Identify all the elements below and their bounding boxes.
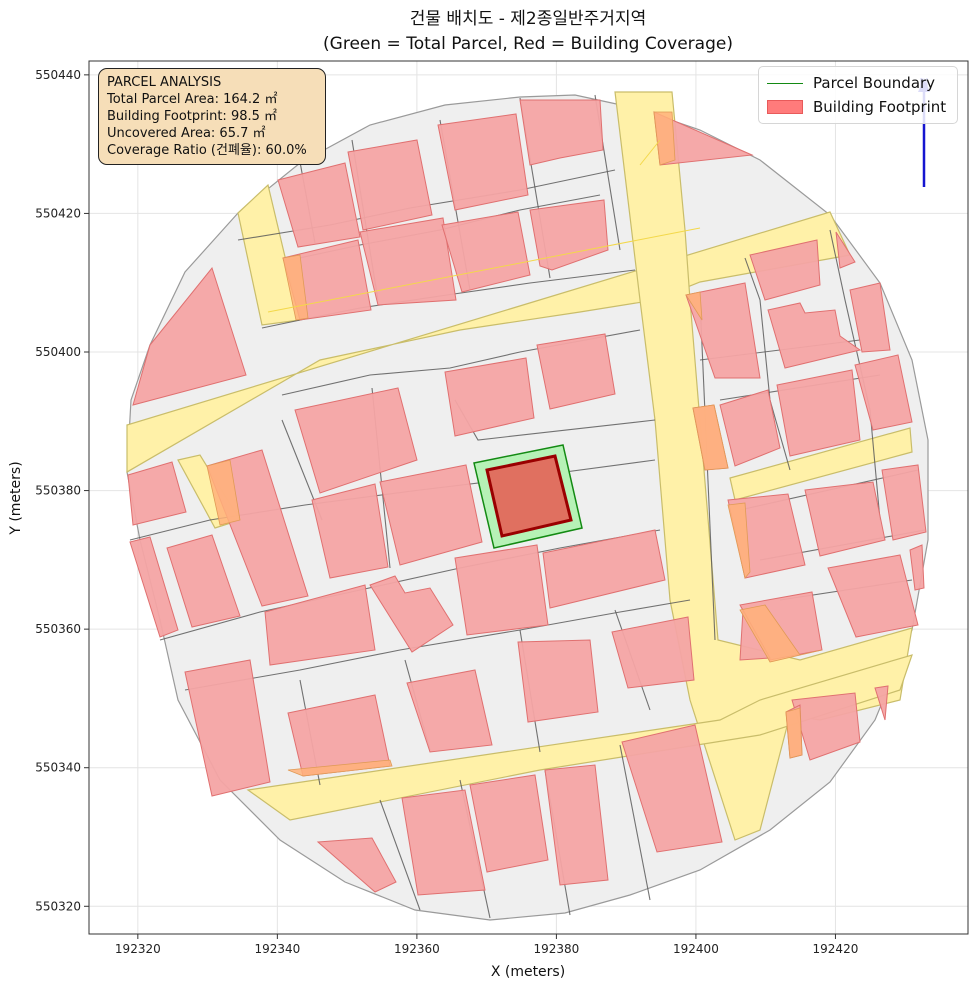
legend-label: Parcel Boundary (813, 74, 936, 92)
legend: Parcel Boundary Building Footprint (758, 66, 958, 124)
parcel-analysis-box: PARCEL ANALYSIS Total Parcel Area: 164.2… (98, 68, 326, 165)
y-tick-label: 550340 (35, 761, 81, 775)
y-tick-label: 550320 (35, 899, 81, 913)
x-tick-label: 192400 (673, 942, 719, 956)
legend-item-parcel: Parcel Boundary (767, 73, 935, 93)
y-axis-ticks: 550320 550340 550360 550380 550400 550420 5504… (35, 68, 89, 913)
y-axis-label: Y (meters) (8, 461, 24, 535)
road-centerline (639, 139, 661, 166)
x-tick-label: 192320 (115, 942, 161, 956)
x-tick-label: 192360 (394, 942, 440, 956)
info-uncovered: Uncovered Area: 65.7 ㎡ (107, 126, 266, 141)
map-layers: N (126, 77, 930, 921)
info-coverage-ratio: Coverage Ratio (건폐율): 60.0% (107, 143, 307, 158)
info-total-area: Total Parcel Area: 164.2 ㎡ (107, 92, 278, 107)
map-title-line1: 건물 배치도 - 제2종일반주거지역 (410, 9, 646, 29)
info-heading: PARCEL ANALYSIS (107, 75, 222, 90)
plot-frame (88, 60, 969, 935)
x-axis-label: X (meters) (491, 964, 565, 980)
x-axis-ticks: 192320 192340 192360 192380 192400 192420 (115, 934, 858, 956)
legend-line-swatch (767, 82, 803, 84)
highlighted-building (485, 454, 573, 538)
building (132, 266, 247, 406)
x-tick-label: 192380 (533, 942, 579, 956)
road-centerline (267, 227, 701, 313)
map-title-line2: (Green = Total Parcel, Red = Building Co… (323, 34, 733, 54)
legend-patch-swatch (767, 100, 803, 114)
info-footprint: Building Footprint: 98.5 ㎡ (107, 109, 278, 124)
legend-label: Building Footprint (813, 98, 947, 116)
y-tick-label: 550360 (35, 622, 81, 636)
road-lower (246, 654, 913, 821)
y-tick-label: 550420 (35, 206, 81, 220)
y-tick-label: 550380 (35, 484, 81, 498)
road-right-spur (729, 427, 913, 501)
y-tick-label: 550440 (35, 68, 81, 82)
road-building-overlaps (206, 111, 823, 777)
x-tick-label: 192420 (813, 942, 859, 956)
y-tick-label: 550400 (35, 345, 81, 359)
legend-item-building: Building Footprint (767, 97, 946, 117)
x-tick-label: 192340 (254, 942, 300, 956)
